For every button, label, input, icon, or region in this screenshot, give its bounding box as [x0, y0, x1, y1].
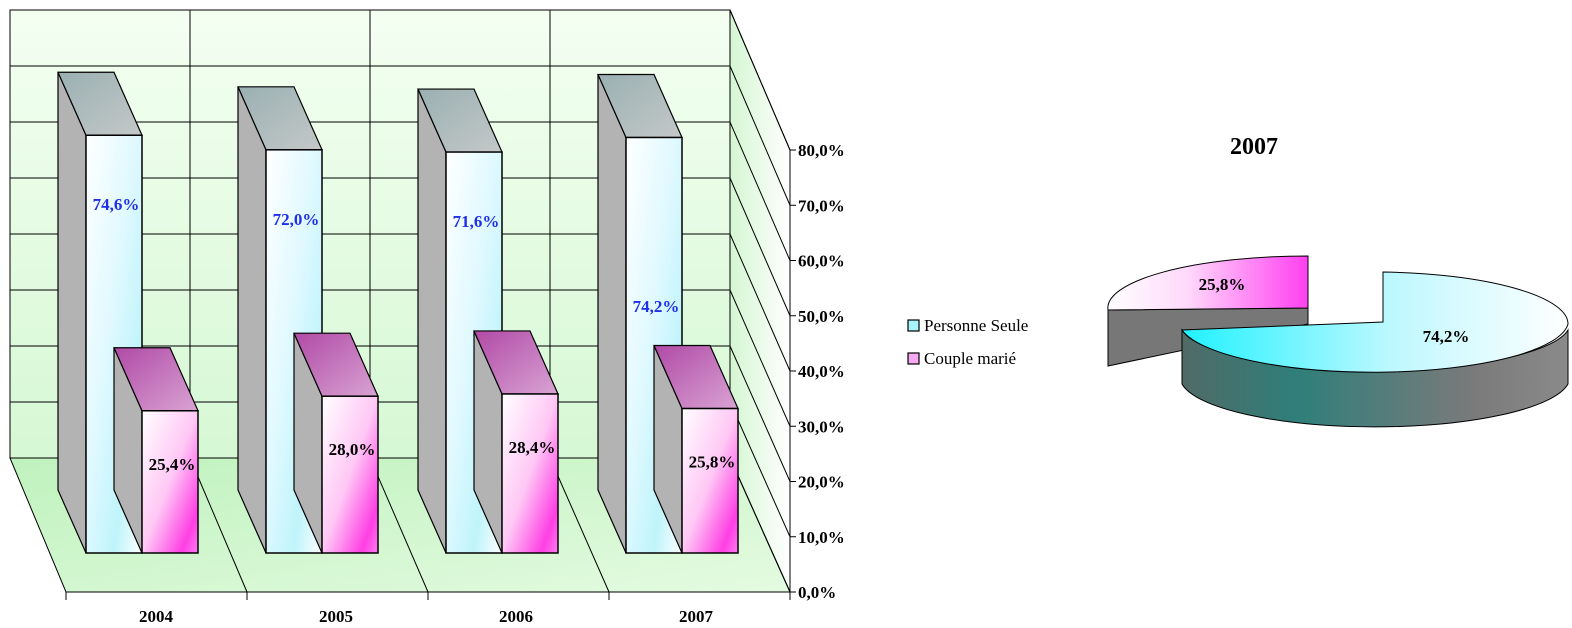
x-tick-label: 2004 [139, 607, 174, 626]
bar-front [141, 410, 199, 554]
legend-swatch-cyan [907, 319, 920, 332]
pie-slice-personne-seule: 74,2% [1181, 271, 1569, 428]
floor-divider [369, 457, 429, 593]
y-axis: 0,0% 10,0% 20,0% 30,0% 40,0% 50,0% 60,0% 70,0% 8… [790, 141, 845, 602]
y-tick-label: 10,0% [798, 528, 845, 547]
y-tick-label: 20,0% [798, 473, 845, 492]
y-tick-label: 70,0% [798, 196, 845, 215]
bar-side [417, 88, 447, 554]
data-label: 71,6% [453, 212, 500, 231]
data-label: 74,6% [93, 195, 140, 214]
y-tick-label: 40,0% [798, 362, 845, 381]
pie-slice-couple-marie: 25,8% [1107, 255, 1309, 367]
pie-title: 2007 [1230, 134, 1278, 160]
side-gridline [729, 121, 791, 261]
legend-label-couple-marie: Couple marié [924, 349, 1016, 368]
legend: Personne Seule Couple marié [907, 316, 1028, 368]
side-gridline [729, 345, 791, 482]
pie-label-couple-marie: 25,8% [1199, 275, 1246, 294]
bar-side [237, 86, 267, 554]
y-tick-label: 30,0% [798, 417, 845, 436]
bar-couple-marie: 28,0% [293, 332, 379, 554]
floor-divider [549, 457, 610, 593]
data-label: 72,0% [273, 210, 320, 229]
side-gridline [729, 65, 791, 206]
bar-chart-3d: 74,6% 25,4% 72,0% 28,0% 71,6% 28,4% 74,2% 25,8%… [9, 9, 845, 626]
data-label: 28,4% [509, 438, 556, 457]
x-tick-label: 2006 [499, 607, 533, 626]
side-gridline [729, 9, 791, 151]
x-tick-label: 2007 [679, 607, 714, 626]
side-gridline [729, 233, 791, 372]
floor-divider [189, 457, 248, 593]
side-gridline [729, 457, 791, 593]
pie-slice-top [1181, 271, 1569, 373]
bars: 74,6% 25,4% 72,0% 28,0% 71,6% 28,4% 74,2% 25,8% [57, 71, 739, 554]
bar-front [321, 395, 379, 554]
side-gridline [729, 401, 791, 537]
data-label: 25,8% [689, 453, 736, 472]
side-gridline [729, 289, 791, 427]
y-tick-label: 60,0% [798, 252, 845, 271]
bar-front [501, 393, 559, 554]
side-gridline [729, 177, 791, 316]
bar-side [57, 71, 87, 554]
legend-swatch-magenta [907, 352, 920, 365]
bar-side [597, 74, 627, 554]
legend-label-personne-seule: Personne Seule [924, 316, 1028, 335]
bar-couple-marie: 25,4% [113, 347, 199, 554]
pie-chart-3d: 2007 25,8% 74,2% [1107, 134, 1569, 428]
pie-slice-top [1107, 255, 1309, 311]
data-label: 25,4% [149, 455, 196, 474]
data-label: 28,0% [329, 440, 376, 459]
bar-front [681, 407, 739, 554]
x-axis: 2004 2005 2006 2007 [65, 591, 791, 626]
pie-label-personne-seule: 74,2% [1423, 327, 1470, 346]
y-tick-label: 0,0% [798, 583, 836, 602]
x-tick-label: 2005 [319, 607, 353, 626]
bar-couple-marie: 28,4% [473, 330, 559, 554]
bar-couple-marie: 25,8% [653, 344, 739, 554]
data-label: 74,2% [633, 297, 680, 316]
y-tick-label: 80,0% [798, 141, 845, 160]
y-tick-label: 50,0% [798, 307, 845, 326]
